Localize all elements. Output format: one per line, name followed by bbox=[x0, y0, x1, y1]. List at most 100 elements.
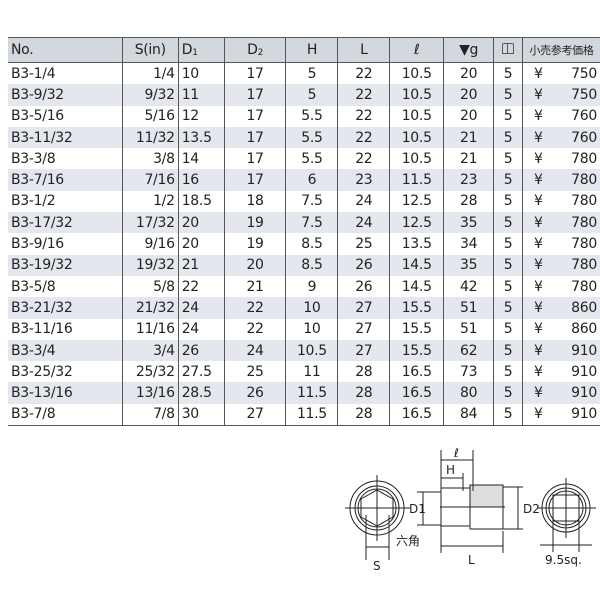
cell-d2: 18 bbox=[223, 190, 286, 213]
cell-l: 22 bbox=[337, 126, 390, 149]
price-value: 750 bbox=[571, 65, 597, 82]
cell-ell: 10.5 bbox=[389, 84, 444, 106]
price-value: 780 bbox=[571, 236, 597, 253]
cell-h: 6 bbox=[285, 169, 338, 191]
cell-ell: 10.5 bbox=[389, 148, 444, 170]
price-value: 910 bbox=[571, 342, 597, 359]
cell-pack-qty: 5 bbox=[493, 403, 523, 426]
cell-l: 27 bbox=[337, 297, 390, 319]
cell-h: 5.5 bbox=[285, 126, 338, 149]
cell-weight: 23 bbox=[443, 169, 494, 191]
currency-symbol: ¥ bbox=[533, 257, 543, 274]
col-s: S(in) bbox=[121, 37, 179, 63]
spec-table: No. S(in) D1 D2 H L ℓ ▼g 小売参考価格 B3-1/4 1/… bbox=[8, 37, 600, 426]
cell-ell: 10.5 bbox=[389, 126, 444, 149]
label-l: L bbox=[468, 553, 475, 567]
currency-symbol: ¥ bbox=[533, 363, 543, 380]
cell-l: 28 bbox=[337, 403, 390, 426]
cell-l: 22 bbox=[337, 105, 390, 127]
cell-ell: 11.5 bbox=[389, 169, 444, 191]
cell-price: ¥750 bbox=[521, 62, 600, 85]
cell-d2: 24 bbox=[223, 339, 286, 362]
cell-pack-qty: 5 bbox=[493, 254, 523, 276]
cell-part-no: B3-1/4 bbox=[11, 65, 56, 82]
cell-pack-qty: 5 bbox=[493, 361, 523, 383]
cell-size-s: 17/32 bbox=[121, 212, 179, 234]
cell-weight: 20 bbox=[443, 62, 494, 85]
cell-price: ¥910 bbox=[521, 339, 600, 362]
col-pack bbox=[493, 37, 523, 63]
cell-l: 27 bbox=[337, 318, 390, 340]
cell-d2: 22 bbox=[223, 318, 286, 340]
cell-pack-qty: 5 bbox=[493, 169, 523, 191]
price-value: 780 bbox=[571, 150, 597, 167]
cell-h: 11.5 bbox=[285, 403, 338, 426]
cell-weight: 73 bbox=[443, 361, 494, 383]
cell-weight: 80 bbox=[443, 382, 494, 404]
cell-size-s: 9/16 bbox=[121, 233, 179, 255]
cell-size-s: 19/32 bbox=[121, 254, 179, 276]
cell-d2: 22 bbox=[223, 297, 286, 319]
cell-d1: 10 bbox=[177, 62, 225, 85]
cell-pack-qty: 5 bbox=[493, 62, 523, 85]
cell-pack-qty: 5 bbox=[493, 212, 523, 234]
cell-h: 5 bbox=[285, 84, 338, 106]
cell-d2: 17 bbox=[223, 169, 286, 191]
label-h: H bbox=[446, 463, 455, 477]
cell-d2: 17 bbox=[223, 148, 286, 170]
table-row: B3-13/16 13/16 28.5 26 11.5 28 16.5 80 5 ¥910 bbox=[8, 382, 600, 404]
col-h: H bbox=[285, 37, 338, 63]
cell-d1: 22 bbox=[177, 275, 225, 298]
cell-h: 7.5 bbox=[285, 190, 338, 213]
cell-pack-qty: 5 bbox=[493, 105, 523, 127]
table-row: B3-7/8 7/8 30 27 11.5 28 16.5 84 5 ¥910 bbox=[8, 403, 600, 426]
cell-weight: 21 bbox=[443, 126, 494, 149]
cell-ell: 14.5 bbox=[389, 254, 444, 276]
cell-part-no: B3-17/32 bbox=[11, 214, 73, 231]
currency-symbol: ¥ bbox=[533, 172, 543, 189]
cell-d1: 18.5 bbox=[177, 190, 225, 213]
hex-end-view bbox=[345, 475, 410, 560]
table-row: B3-1/2 1/2 18.5 18 7.5 24 12.5 28 5 ¥780 bbox=[8, 190, 600, 213]
cell-pack-qty: 5 bbox=[493, 126, 523, 149]
cell-pack-qty: 5 bbox=[493, 339, 523, 362]
table-row: B3-11/16 11/16 24 22 10 27 15.5 51 5 ¥860 bbox=[8, 318, 600, 340]
price-value: 750 bbox=[571, 86, 597, 103]
cell-size-s: 13/16 bbox=[121, 382, 179, 404]
cell-d1: 26 bbox=[177, 339, 225, 362]
cell-weight: 21 bbox=[443, 148, 494, 170]
cell-price: ¥860 bbox=[521, 318, 600, 340]
cell-price: ¥760 bbox=[521, 126, 600, 149]
col-l: L bbox=[337, 37, 390, 63]
cell-weight: 34 bbox=[443, 233, 494, 255]
cell-weight: 35 bbox=[443, 212, 494, 234]
cell-weight: 20 bbox=[443, 105, 494, 127]
cell-size-s: 11/16 bbox=[121, 318, 179, 340]
cell-d2: 25 bbox=[223, 361, 286, 383]
currency-symbol: ¥ bbox=[533, 193, 543, 210]
cell-part-no: B3-11/16 bbox=[11, 321, 73, 338]
label-ell: ℓ bbox=[453, 446, 459, 460]
price-value: 760 bbox=[571, 108, 597, 125]
cell-d1: 20 bbox=[177, 233, 225, 255]
cell-d1: 30 bbox=[177, 403, 225, 426]
cell-d1: 21 bbox=[177, 254, 225, 276]
col-d1: D1 bbox=[177, 37, 225, 63]
cell-d1: 24 bbox=[177, 318, 225, 340]
cell-part-no: B3-5/8 bbox=[11, 278, 56, 295]
cell-ell: 15.5 bbox=[389, 318, 444, 340]
cell-h: 11 bbox=[285, 361, 338, 383]
socket-diagram: S 六角 D1 D2 ℓ H L 9.5sq. bbox=[345, 446, 596, 573]
cell-d2: 27 bbox=[223, 403, 286, 426]
price-value: 860 bbox=[571, 299, 597, 316]
cell-part-no: B3-7/16 bbox=[11, 172, 64, 189]
cell-l: 22 bbox=[337, 84, 390, 106]
label-d1: D1 bbox=[409, 502, 426, 516]
cell-h: 5 bbox=[285, 62, 338, 85]
label-s: S bbox=[373, 559, 381, 573]
cell-d2: 21 bbox=[223, 275, 286, 298]
cell-size-s: 3/8 bbox=[121, 148, 179, 170]
cell-h: 8.5 bbox=[285, 233, 338, 255]
cell-price: ¥910 bbox=[521, 382, 600, 404]
cell-d1: 24 bbox=[177, 297, 225, 319]
